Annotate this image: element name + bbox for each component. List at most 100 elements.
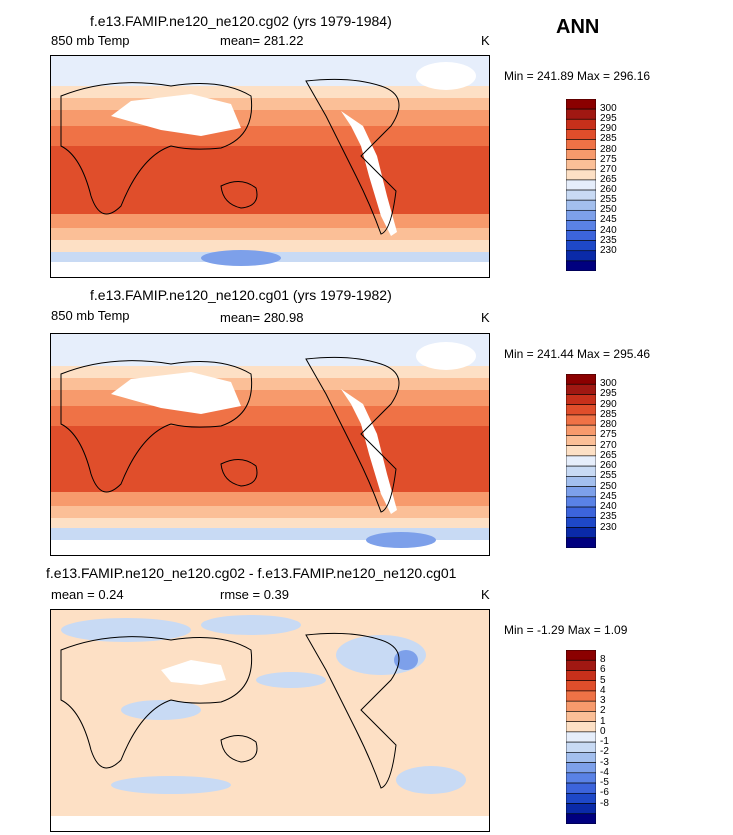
panel2-colorbar-swatch xyxy=(565,516,597,528)
panel2-colorbar-swatch xyxy=(565,383,597,395)
panel3-colorbar-swatch xyxy=(565,741,597,753)
coastline-australia xyxy=(220,459,258,487)
panel1-colorbar-swatch xyxy=(565,260,597,272)
subtrop-band-n xyxy=(51,406,489,426)
panel2-colorbar-tick-label: 230 xyxy=(600,521,617,533)
panel1-mean: mean= 281.22 xyxy=(220,33,304,48)
negative-anomaly-pac xyxy=(256,672,326,688)
panel3-colorbar-tick-label: -3 xyxy=(600,756,609,768)
panel3-colorbar-swatch xyxy=(565,711,597,722)
panel1-colorbar-tick-label: 235 xyxy=(600,234,617,246)
panel1-colorbar-tick-label: 245 xyxy=(600,214,617,226)
panel1-colorbar-tick-label: 285 xyxy=(600,133,617,145)
panel2-colorbar-tick-label: 240 xyxy=(600,501,617,513)
panel1-colorbar-swatch xyxy=(565,250,597,262)
subpolar-band-s xyxy=(51,506,489,518)
panel1-colorbar-swatch xyxy=(565,108,597,120)
panel3-title: f.e13.FAMIP.ne120_ne120.cg02 - f.e13.FAM… xyxy=(46,565,457,581)
panel3-colorbar-swatch xyxy=(565,700,597,712)
antarctic-ice xyxy=(51,262,489,277)
greenland-ice xyxy=(416,342,476,370)
coastline-afro-eurasia xyxy=(60,636,253,769)
panel1-colorbar-swatch xyxy=(565,230,597,241)
panel1-colorbar-swatch xyxy=(565,179,597,191)
panel1-colorbar-tick-label: 265 xyxy=(600,173,617,185)
panel3-colorbar-swatch xyxy=(565,680,597,692)
coastline-americas xyxy=(305,356,400,513)
panel3-colorbar-tick-label: -6 xyxy=(600,787,609,799)
panel3-colorbar-tick-label: -4 xyxy=(600,766,609,778)
tibet-high-terrain xyxy=(111,372,241,414)
panel3-colorbar-swatch xyxy=(565,792,597,804)
panel3-colorbar-swatch xyxy=(565,659,597,671)
panel1-colorbar-swatch xyxy=(565,118,597,130)
panel1-title: f.e13.FAMIP.ne120_ne120.cg02 (yrs 1979-1… xyxy=(90,13,392,29)
panel3-colorbar-labels: 8 6 5 4 3 2 1 0 -1 -2 -3 -4 -5 -6 -8 xyxy=(600,650,640,824)
panel3-colorbar-tick-label: 4 xyxy=(600,684,606,696)
panel1-colorbar-swatch xyxy=(565,149,597,161)
difference-field xyxy=(51,610,489,831)
panel2-colorbar-swatch xyxy=(565,537,597,549)
panel3-map-svg xyxy=(51,610,489,831)
panel1-colorbar-tick-label: 270 xyxy=(600,163,617,175)
panel1-colorbar-swatch xyxy=(565,139,597,150)
panel3-colorbar-tick-label: 2 xyxy=(600,705,606,717)
panel2-colorbar-tick-label: 285 xyxy=(600,408,617,420)
panel2-units: K xyxy=(481,310,490,325)
panel3-colorbar-tick-label: 6 xyxy=(600,664,606,676)
panel2-colorbar-tick-label: 260 xyxy=(600,460,617,472)
panel2-colorbar-tick-label: 290 xyxy=(600,398,617,410)
panel3-mean: mean = 0.24 xyxy=(51,587,124,602)
panel2-colorbar-tick-label: 265 xyxy=(600,449,617,461)
panel1-colorbar-labels: 300 295 290 285 280 275 270 265 260 255 250 245 240 2… xyxy=(600,99,640,271)
negative-anomaly-n3 xyxy=(201,615,301,635)
panel3-colorbar-swatch xyxy=(565,731,597,743)
panel1-colorbar xyxy=(565,98,597,272)
panel3-colorbar-tick-label: 0 xyxy=(600,725,606,737)
coastline-americas xyxy=(305,632,400,789)
panel3-colorbar-tick-label: 8 xyxy=(600,654,606,666)
panel1-colorbar-tick-label: 290 xyxy=(600,123,617,135)
panel3-colorbar-swatch xyxy=(565,782,597,794)
negative-anomaly-s1 xyxy=(111,776,231,794)
panel3-colorbar-swatch xyxy=(565,649,597,661)
panel2-colorbar-tick-label: 295 xyxy=(600,388,617,400)
panel1-minmax: Min = 241.89 Max = 296.16 xyxy=(504,69,651,83)
panel2-colorbar-swatch xyxy=(565,404,597,416)
antarctic-ice xyxy=(51,816,489,831)
panel3-colorbar-tick-label: -1 xyxy=(600,736,609,748)
panel2-colorbar-tick-label: 245 xyxy=(600,490,617,502)
panel2-colorbar-labels: 300 295 290 285 280 275 270 265 260 255 250 245 240 2… xyxy=(600,374,640,548)
midlat-band-s xyxy=(51,492,489,506)
panel2-colorbar-swatch xyxy=(565,496,597,508)
panel1-colorbar-swatch xyxy=(565,199,597,211)
antarctic-cold-patch xyxy=(366,532,436,548)
panel2-colorbar-swatch xyxy=(565,527,597,539)
polar-band-s xyxy=(51,240,489,252)
panel2-colorbar-swatch xyxy=(565,465,597,477)
panel3-colorbar-swatch xyxy=(565,721,597,733)
midlat-band-s xyxy=(51,214,489,228)
panel3-colorbar-swatch xyxy=(565,803,597,815)
season-label: ANN xyxy=(556,16,600,38)
panel3-map xyxy=(50,609,490,832)
panel1-colorbar-tick-label: 260 xyxy=(600,184,617,196)
panel3-units: K xyxy=(481,587,490,602)
panel1-colorbar-swatch xyxy=(565,129,597,140)
panel1-colorbar-swatch xyxy=(565,220,597,231)
coastline-australia xyxy=(220,181,258,209)
coastline-afro-eurasia xyxy=(60,82,253,215)
panel1-variable-label: 850 mb Temp xyxy=(51,33,130,48)
panel3-colorbar-swatch xyxy=(565,813,597,825)
panel2-colorbar-swatch xyxy=(565,424,597,436)
panel3-minmax: Min = -1.29 Max = 1.09 xyxy=(504,623,628,637)
panel1-colorbar-svg xyxy=(565,98,597,272)
subtrop-band-n xyxy=(51,126,489,146)
panel2-colorbar-swatch xyxy=(565,506,597,518)
subpolar-band-n xyxy=(51,98,489,110)
panel3-rmse: rmse = 0.39 xyxy=(220,587,290,602)
panel1-colorbar-tick-label: 300 xyxy=(600,103,617,115)
panel2-variable-label: 850 mb Temp xyxy=(51,308,130,323)
panel2-colorbar-swatch xyxy=(565,394,597,406)
panel2-colorbar-swatch xyxy=(565,435,597,446)
